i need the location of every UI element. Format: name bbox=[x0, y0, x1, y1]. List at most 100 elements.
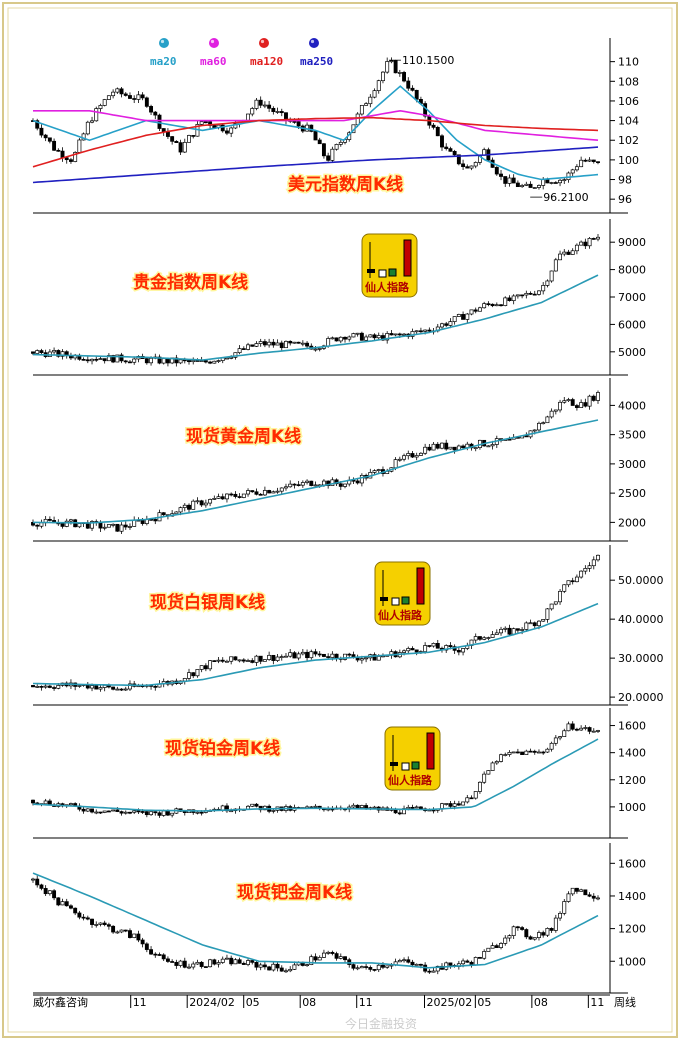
candle bbox=[132, 809, 137, 815]
candle bbox=[553, 181, 558, 184]
candle bbox=[288, 340, 293, 346]
candle bbox=[157, 354, 162, 365]
candle bbox=[558, 736, 563, 741]
candle bbox=[140, 937, 145, 948]
candle bbox=[182, 138, 187, 154]
candle bbox=[73, 907, 78, 916]
candle bbox=[119, 86, 124, 98]
candle bbox=[545, 747, 550, 753]
candle bbox=[39, 883, 44, 891]
candle bbox=[482, 771, 487, 784]
candle bbox=[35, 524, 40, 530]
candle bbox=[254, 341, 259, 348]
y-tick-label: 1600 bbox=[618, 720, 646, 733]
candle bbox=[144, 96, 149, 108]
candle bbox=[562, 396, 567, 404]
candle bbox=[515, 180, 520, 188]
candle bbox=[515, 294, 520, 299]
candle bbox=[220, 657, 225, 663]
candle bbox=[237, 957, 242, 964]
candle bbox=[507, 624, 512, 637]
candle bbox=[406, 450, 411, 460]
x-tick-label: 11 bbox=[590, 996, 604, 1009]
candle bbox=[170, 812, 175, 818]
y-tick-label: 1400 bbox=[618, 890, 646, 903]
panel-title: 现货黄金周K线 bbox=[186, 426, 301, 447]
panel-5: 1000 1200 1400 1600 现货钯金周K线 bbox=[31, 843, 646, 994]
candle bbox=[187, 503, 191, 513]
candle bbox=[271, 338, 276, 348]
candle bbox=[225, 357, 229, 360]
candle bbox=[262, 659, 267, 662]
candle bbox=[203, 499, 208, 508]
candle bbox=[81, 357, 86, 361]
candle bbox=[77, 138, 82, 154]
x-tick-label: 08 bbox=[302, 996, 316, 1009]
candle bbox=[532, 621, 537, 629]
candle bbox=[355, 332, 360, 337]
candle bbox=[237, 659, 242, 663]
candle bbox=[132, 933, 137, 939]
candle bbox=[431, 441, 436, 451]
candle bbox=[128, 928, 132, 939]
candle bbox=[402, 70, 406, 83]
candle bbox=[338, 953, 343, 960]
candle bbox=[583, 565, 588, 575]
candle bbox=[199, 499, 204, 507]
candle bbox=[309, 124, 314, 133]
candle bbox=[423, 443, 428, 455]
candle bbox=[275, 961, 280, 972]
candle bbox=[448, 962, 453, 969]
y-tick-label: 1000 bbox=[618, 801, 646, 814]
candle bbox=[161, 953, 166, 962]
candle bbox=[35, 349, 40, 354]
candle bbox=[149, 946, 154, 955]
legend-item-ma250: ma250 bbox=[300, 38, 333, 68]
candle bbox=[258, 492, 263, 496]
candle bbox=[330, 950, 335, 956]
x-tick-label: 05 bbox=[477, 996, 491, 1009]
y-tick-label: 40.0000 bbox=[618, 613, 664, 626]
y-tick-label: 2500 bbox=[618, 487, 646, 500]
candle bbox=[579, 156, 584, 168]
candle bbox=[52, 347, 57, 356]
candle bbox=[31, 351, 35, 356]
candle bbox=[456, 313, 461, 318]
candle bbox=[558, 399, 563, 413]
candle bbox=[43, 798, 48, 805]
candle bbox=[435, 639, 440, 649]
y-tick-label: 3500 bbox=[618, 429, 646, 442]
panel-2: 2000 2500 3000 3500 4000 现货黄金周K线 bbox=[31, 378, 646, 542]
candle bbox=[56, 349, 61, 358]
legend-item-ma60: ma60 bbox=[200, 38, 227, 68]
candle bbox=[178, 359, 183, 365]
candle bbox=[562, 584, 567, 594]
candle bbox=[225, 659, 229, 663]
candle bbox=[381, 71, 385, 84]
annotation-label: 96.2100 bbox=[543, 191, 589, 204]
candle bbox=[250, 490, 255, 493]
candle bbox=[579, 399, 584, 408]
candle bbox=[465, 164, 470, 169]
candle bbox=[267, 338, 272, 348]
candle bbox=[541, 619, 546, 622]
candle bbox=[477, 956, 482, 959]
candle bbox=[532, 937, 537, 941]
y-tick-label: 3000 bbox=[618, 458, 646, 471]
candle bbox=[545, 927, 550, 937]
x-tick-label: 2025/02 bbox=[427, 996, 473, 1009]
candle bbox=[56, 897, 61, 907]
candle bbox=[284, 340, 288, 349]
x-tick-label: 11 bbox=[133, 996, 147, 1009]
candle bbox=[562, 249, 567, 257]
xianren-logo: 仙人指路 bbox=[361, 233, 418, 298]
candle bbox=[225, 127, 229, 136]
candle bbox=[469, 309, 474, 316]
candle bbox=[452, 446, 457, 454]
legend-item-ma120: ma120 bbox=[250, 38, 283, 68]
candle bbox=[351, 332, 356, 338]
candle bbox=[31, 685, 35, 688]
candle bbox=[431, 642, 436, 648]
candle bbox=[507, 934, 512, 942]
candle bbox=[233, 656, 238, 661]
